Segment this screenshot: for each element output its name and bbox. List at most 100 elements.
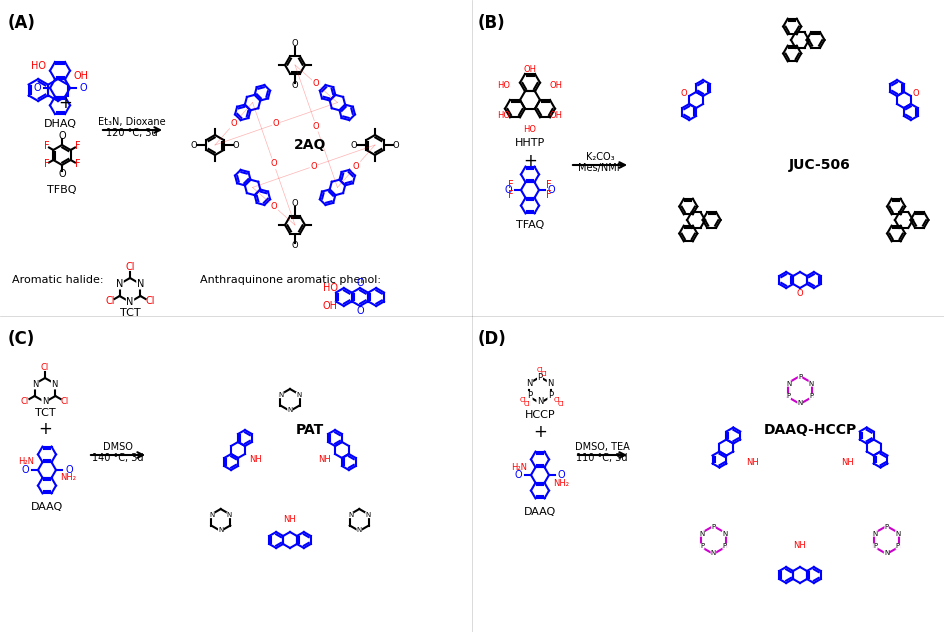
Text: N: N	[883, 550, 888, 556]
Text: N: N	[797, 400, 801, 406]
Text: N: N	[785, 380, 790, 387]
Text: DAAQ: DAAQ	[523, 507, 555, 517]
Text: Cl: Cl	[540, 371, 547, 377]
Text: Cl: Cl	[519, 397, 526, 403]
Text: Aromatic halide:: Aromatic halide:	[12, 275, 104, 285]
Text: F: F	[43, 159, 49, 169]
Text: Cl: Cl	[105, 296, 115, 307]
Text: O: O	[514, 470, 521, 480]
Text: N: N	[526, 379, 532, 389]
Text: (A): (A)	[8, 14, 36, 32]
Text: F: F	[43, 141, 49, 151]
Text: N: N	[137, 279, 143, 289]
Text: Anthraquinone aromatic phenol:: Anthraquinone aromatic phenol:	[200, 275, 380, 285]
Text: O: O	[292, 82, 298, 90]
Text: H₂N: H₂N	[18, 458, 34, 466]
Text: NH₂: NH₂	[59, 473, 76, 482]
Text: N: N	[287, 407, 293, 413]
Text: P: P	[884, 524, 887, 530]
Text: HCCP: HCCP	[524, 410, 555, 420]
Text: 2AQ: 2AQ	[294, 138, 326, 152]
Text: +: +	[523, 152, 536, 170]
Text: N: N	[227, 512, 232, 518]
Text: P: P	[548, 391, 552, 401]
Text: NH: NH	[248, 456, 261, 465]
Text: O: O	[33, 83, 41, 93]
Text: 110 °C, 3d: 110 °C, 3d	[576, 453, 627, 463]
Text: TCT: TCT	[120, 308, 140, 318]
Text: Cl: Cl	[536, 367, 543, 373]
Text: +: +	[532, 423, 547, 441]
Text: O: O	[393, 140, 399, 150]
Text: N: N	[356, 527, 362, 533]
Text: P: P	[722, 544, 726, 549]
Text: F: F	[508, 190, 514, 200]
Text: N: N	[116, 279, 123, 289]
Text: O: O	[59, 131, 66, 141]
Text: O: O	[191, 140, 197, 150]
Text: (C): (C)	[8, 330, 35, 348]
Text: HO: HO	[322, 283, 337, 293]
Text: O: O	[311, 162, 317, 171]
Text: P: P	[537, 374, 542, 382]
Text: O: O	[292, 241, 298, 250]
Text: O: O	[270, 159, 277, 168]
Text: P: P	[700, 544, 703, 549]
Text: P: P	[895, 544, 899, 549]
Text: O: O	[356, 305, 363, 315]
Text: O: O	[22, 465, 29, 475]
Text: P: P	[872, 544, 876, 549]
Text: O: O	[65, 465, 73, 475]
Text: (B): (B)	[478, 14, 505, 32]
Text: N: N	[218, 527, 223, 533]
Text: N: N	[126, 297, 133, 307]
Text: OH: OH	[74, 71, 89, 81]
Text: F: F	[546, 180, 551, 190]
Text: DMSO: DMSO	[103, 442, 133, 452]
Text: NH: NH	[283, 516, 296, 525]
Text: HO: HO	[523, 126, 536, 135]
Text: N: N	[42, 396, 48, 406]
Text: F: F	[546, 190, 551, 200]
Text: (D): (D)	[478, 330, 506, 348]
Text: N: N	[51, 380, 58, 389]
Text: N: N	[347, 512, 353, 518]
Text: HHTP: HHTP	[514, 138, 545, 148]
Text: O: O	[350, 140, 357, 150]
Text: O: O	[796, 289, 802, 298]
Text: P: P	[808, 394, 813, 399]
Text: HO: HO	[497, 80, 510, 90]
Text: O: O	[504, 185, 512, 195]
Text: N: N	[32, 380, 39, 389]
Text: DHAQ: DHAQ	[43, 119, 76, 130]
Text: Et₃N, Dioxane: Et₃N, Dioxane	[98, 117, 165, 127]
Text: OH: OH	[548, 80, 562, 90]
Text: O: O	[292, 39, 298, 49]
Text: DMSO, TEA: DMSO, TEA	[574, 442, 629, 452]
Text: NH: NH	[840, 458, 853, 467]
Text: N: N	[210, 512, 214, 518]
Text: NH: NH	[318, 456, 330, 465]
Text: JUC-506: JUC-506	[788, 158, 850, 172]
Text: DAAQ-HCCP: DAAQ-HCCP	[763, 423, 855, 437]
Text: H₂N: H₂N	[511, 463, 527, 471]
Text: P: P	[785, 394, 790, 399]
Text: K₂CO₃: K₂CO₃	[585, 152, 614, 162]
Text: P: P	[711, 524, 715, 530]
Text: +: +	[38, 420, 52, 438]
Text: N: N	[894, 530, 900, 537]
Text: Cl: Cl	[41, 363, 49, 372]
Text: N: N	[365, 512, 370, 518]
Text: N: N	[547, 379, 553, 389]
Text: N: N	[872, 530, 877, 537]
Text: 120 °C, 3d: 120 °C, 3d	[106, 128, 158, 138]
Text: +: +	[58, 94, 72, 112]
Text: TFAQ: TFAQ	[515, 219, 544, 229]
Text: O: O	[312, 79, 319, 88]
Text: O: O	[59, 169, 66, 179]
Text: O: O	[352, 162, 359, 171]
Text: N: N	[808, 380, 813, 387]
Text: O: O	[312, 122, 319, 131]
Text: N: N	[278, 392, 283, 398]
Text: O: O	[557, 470, 565, 480]
